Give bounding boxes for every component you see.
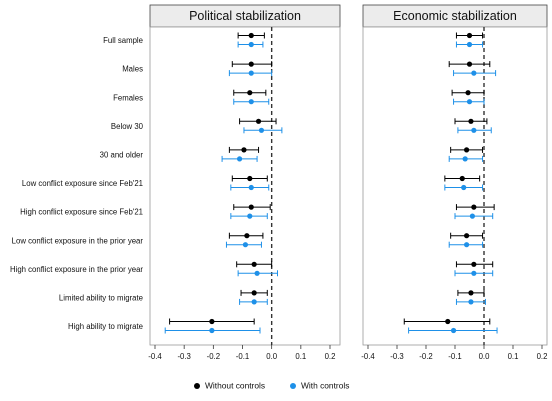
x-tick-label: 0.2 <box>537 352 548 361</box>
x-tick-label: 0.2 <box>325 352 336 361</box>
point-estimate-without-controls <box>468 290 474 296</box>
x-tick-label: -0.4 <box>148 352 162 361</box>
category-label: Low conflict exposure in the prior year <box>12 236 144 245</box>
category-label: High conflict exposure since Feb'21 <box>20 208 143 217</box>
plot-area <box>149 26 341 346</box>
point-estimate-with-controls <box>248 184 254 191</box>
point-estimate-with-controls <box>468 299 474 305</box>
point-estimate-with-controls <box>248 41 254 48</box>
point-estimate-with-controls <box>258 127 265 133</box>
panel-political: Political stabilization -0.4 -0.3 -0.2 -0.1 0… <box>148 4 341 361</box>
point-estimate-without-controls <box>248 32 254 39</box>
category-label: Full sample <box>103 36 143 45</box>
point-estimate-without-controls <box>445 318 451 325</box>
point-estimate-without-controls <box>464 233 470 239</box>
legend-marker-with-controls <box>290 383 296 389</box>
point-estimate-with-controls <box>209 327 215 334</box>
point-estimate-without-controls <box>466 61 473 67</box>
point-estimate-with-controls <box>461 184 467 191</box>
point-estimate-with-controls <box>464 242 470 248</box>
point-estimate-without-controls <box>465 90 471 96</box>
point-estimate-without-controls <box>209 318 215 325</box>
point-estimate-without-controls <box>466 32 473 39</box>
point-estimate-without-controls <box>248 61 254 67</box>
point-estimate-with-controls <box>248 99 254 105</box>
point-estimate-without-controls <box>244 233 250 239</box>
category-label: High ability to migrate <box>68 322 143 331</box>
y-axis-category-labels: Full sample Males Females Below 30 30 and ol… <box>10 36 144 331</box>
x-tick-label: -0.3 <box>177 352 190 361</box>
x-tick-label: -0.3 <box>390 352 403 361</box>
panel-title: Economic stabilization <box>393 9 517 23</box>
point-estimate-with-controls <box>471 270 477 276</box>
x-tick-label: -0.2 <box>207 352 220 361</box>
category-label: Females <box>113 93 143 102</box>
point-estimate-without-controls <box>248 204 254 210</box>
point-estimate-without-controls <box>241 147 247 153</box>
point-estimate-with-controls <box>450 327 457 334</box>
x-tick-label: -0.1 <box>236 352 249 361</box>
point-estimate-with-controls <box>236 156 243 162</box>
point-estimate-with-controls <box>469 213 475 219</box>
point-estimate-without-controls <box>255 118 262 124</box>
point-estimate-without-controls <box>464 147 470 153</box>
point-estimate-with-controls <box>247 213 253 219</box>
x-tick-label: 0.0 <box>479 352 491 361</box>
x-tick-label: -0.1 <box>448 352 461 361</box>
category-label: Low conflict exposure since Feb'21 <box>22 179 143 188</box>
point-estimate-with-controls <box>466 99 473 105</box>
x-tick-label: 0.1 <box>508 352 519 361</box>
x-tick-label: -0.4 <box>361 352 375 361</box>
point-estimate-with-controls <box>466 41 473 48</box>
point-estimate-without-controls <box>471 204 477 210</box>
plot-area <box>362 26 548 346</box>
x-tick-label: -0.2 <box>419 352 432 361</box>
point-estimate-without-controls <box>251 261 257 267</box>
legend-label: Without controls <box>205 381 265 391</box>
legend-marker-without-controls <box>194 383 200 389</box>
category-label: Below 30 <box>111 122 144 131</box>
category-label: 30 and older <box>100 150 144 159</box>
category-label: High conflict exposure in the prior year <box>10 265 143 274</box>
panel-title: Political stabilization <box>189 9 301 23</box>
x-tick-label: 0.0 <box>266 352 278 361</box>
point-estimate-without-controls <box>247 90 253 96</box>
point-estimate-with-controls <box>251 299 257 305</box>
point-estimate-without-controls <box>251 290 257 296</box>
category-label: Limited ability to migrate <box>59 293 143 302</box>
point-estimate-with-controls <box>242 242 249 248</box>
point-estimate-with-controls <box>471 70 477 76</box>
point-estimate-with-controls <box>471 127 477 133</box>
panel-economic: Economic stabilization -0.4 -0.3 -0.2 -0.1 0.… <box>361 4 548 361</box>
point-estimate-without-controls <box>468 118 474 124</box>
point-estimate-with-controls <box>254 270 260 276</box>
legend-label: With controls <box>301 381 349 391</box>
point-estimate-without-controls <box>459 175 465 182</box>
point-estimate-with-controls <box>248 70 254 76</box>
point-estimate-with-controls <box>462 156 468 162</box>
legend: Without controls With controls <box>194 381 349 391</box>
x-tick-label: 0.1 <box>295 352 306 361</box>
point-estimate-without-controls <box>471 261 477 267</box>
point-estimate-without-controls <box>247 175 253 182</box>
category-label: Males <box>122 65 143 74</box>
